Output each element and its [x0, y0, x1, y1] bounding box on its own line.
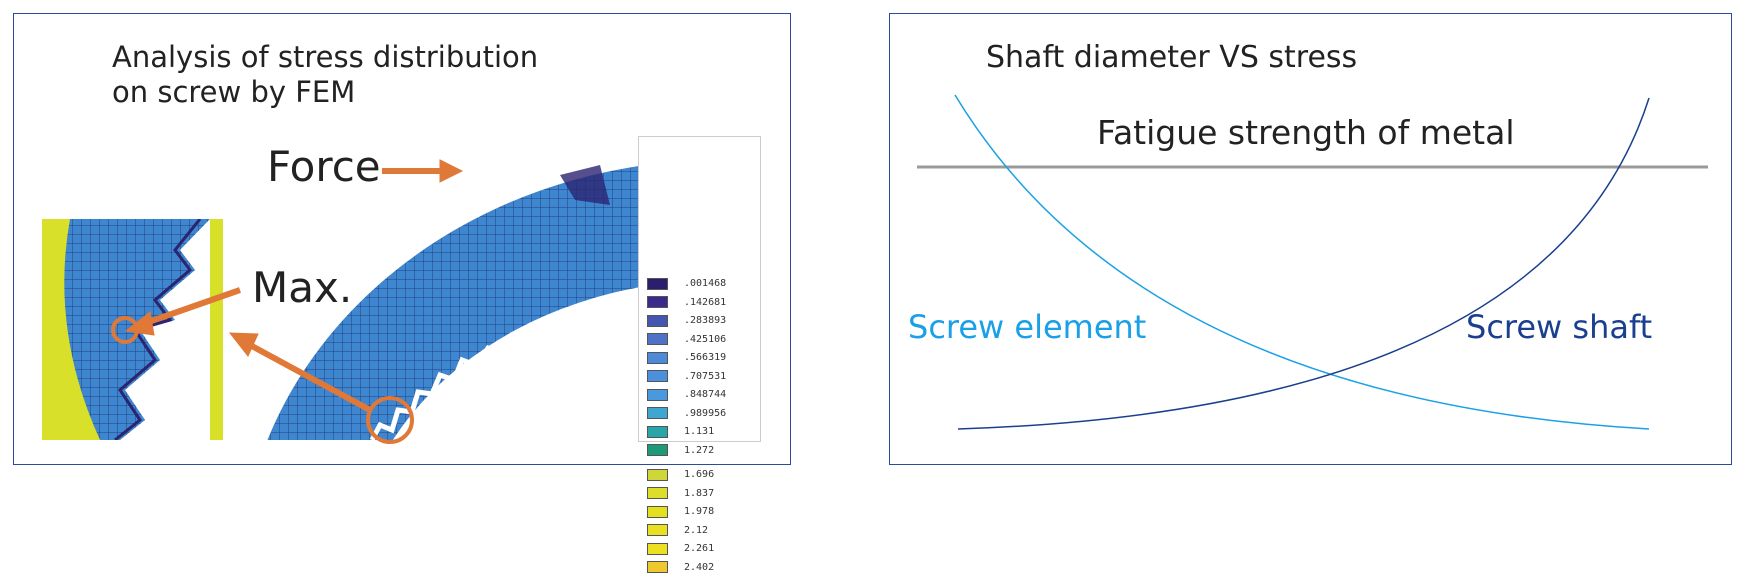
- legend-swatch: [647, 524, 668, 536]
- graph-panel: [889, 13, 1732, 465]
- legend-value: 1.696: [684, 469, 715, 480]
- legend-row: .142681: [647, 296, 726, 309]
- legend-swatch: [647, 370, 668, 382]
- legend-swatch: [647, 388, 668, 401]
- stress-legend: .001468 .142681 .283893 .425106 .566319 .7075…: [638, 136, 761, 573]
- fem-title-line2: on screw by FEM: [112, 75, 356, 109]
- legend-swatch: [647, 468, 668, 481]
- legend-swatch: [647, 314, 668, 327]
- legend-row: 1.272: [647, 444, 714, 457]
- legend-row: 1.131: [647, 425, 714, 438]
- screw-element-label: Screw element: [908, 308, 1147, 346]
- legend-row: 2.402: [647, 561, 714, 574]
- legend-row: 2.12: [647, 524, 708, 537]
- legend-value: 1.978: [684, 506, 715, 517]
- legend-value: .989956: [684, 407, 727, 419]
- legend-swatch: [647, 333, 668, 345]
- figure-graphics: [42, 94, 1708, 444]
- legend-value: 1.131: [684, 426, 715, 437]
- graph-title: Shaft diameter VS stress: [986, 40, 1358, 75]
- legend-swatch: [647, 505, 668, 518]
- fem-title-line1: Analysis of stress distribution: [112, 40, 539, 74]
- legend-value: 1.837: [684, 487, 715, 499]
- legend-swatch: [647, 444, 668, 456]
- legend-value: .707531: [684, 370, 727, 382]
- legend-value: .001468: [684, 278, 727, 289]
- fem-panel: [13, 13, 791, 465]
- legend-swatch: [647, 487, 668, 499]
- legend-row: 2.261: [647, 542, 714, 555]
- max-arrow: [139, 287, 241, 328]
- screw-shaft-curve: [957, 97, 1650, 430]
- legend-row: .001468: [647, 277, 726, 290]
- fatigue-label: Fatigue strength of metal: [1097, 113, 1515, 152]
- inset-arrow: [248, 342, 372, 413]
- legend-value: .848744: [684, 389, 727, 400]
- screw-element-curve: [954, 94, 1650, 430]
- legend-swatch: [647, 407, 668, 419]
- fem-ring-model: [267, 165, 638, 440]
- legend-row: 1.696: [647, 468, 714, 481]
- arrows: [124, 159, 464, 413]
- legend-value: .566319: [684, 352, 727, 363]
- legend-value: .283893: [684, 315, 727, 326]
- legend-swatch: [647, 425, 668, 438]
- force-label: Force: [267, 142, 381, 191]
- legend-row: .425106: [647, 333, 726, 346]
- legend-row: .566319: [647, 351, 726, 364]
- legend-value: 1.272: [684, 444, 715, 456]
- legend-row: 1.978: [647, 505, 714, 518]
- legend-row: .283893: [647, 314, 726, 327]
- legend-swatch: [647, 277, 668, 290]
- legend-swatch: [647, 296, 668, 308]
- legend-row: .989956: [647, 407, 726, 420]
- screw-shaft-label: Screw shaft: [1466, 308, 1653, 346]
- legend-value: 2.261: [684, 543, 715, 554]
- legend-row: .848744: [647, 388, 726, 401]
- legend-swatch: [647, 351, 668, 364]
- legend-value: .425106: [684, 333, 727, 345]
- thread-teeth: [369, 311, 638, 440]
- legend-value: .142681: [684, 296, 727, 308]
- legend-value: 2.12: [684, 524, 709, 536]
- legend-swatch: [647, 542, 668, 555]
- legend-row: 1.837: [647, 487, 714, 500]
- legend-value: 2.402: [684, 561, 715, 573]
- legend-swatch: [647, 561, 668, 573]
- max-stress-marker: [366, 396, 414, 444]
- legend-row: .707531: [647, 370, 726, 383]
- max-label: Max.: [252, 263, 353, 312]
